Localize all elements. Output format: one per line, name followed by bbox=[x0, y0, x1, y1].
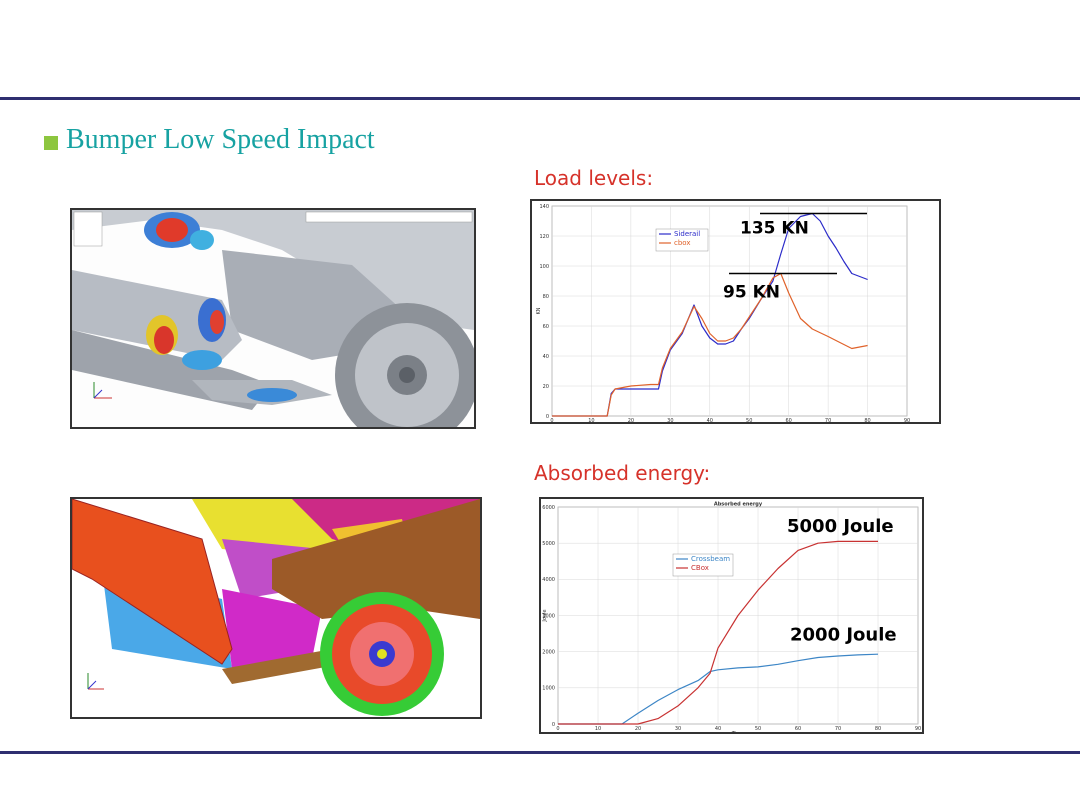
x-tick-label: 90 bbox=[904, 418, 910, 422]
y-tick-label: 1000 bbox=[542, 686, 555, 692]
y-tick-label: 140 bbox=[539, 204, 549, 210]
y-tick-label: 6000 bbox=[542, 505, 555, 511]
footer-rule bbox=[0, 751, 1080, 754]
x-tick-label: 60 bbox=[785, 418, 791, 422]
x-tick-label: 60 bbox=[795, 726, 801, 732]
y-axis-label: KN bbox=[536, 307, 542, 314]
series-line-cbox bbox=[552, 272, 868, 417]
load-levels-chart: 0204060801001201400102030405060708090Tim… bbox=[530, 199, 941, 424]
y-tick-label: 100 bbox=[539, 264, 549, 270]
x-tick-label: 40 bbox=[707, 418, 713, 422]
x-tick-label: 70 bbox=[825, 418, 831, 422]
legend-entry-crossbeam: Crossbeam bbox=[691, 555, 730, 563]
x-tick-label: 70 bbox=[835, 726, 841, 732]
x-tick-label: 40 bbox=[715, 726, 721, 732]
slide-title: Bumper Low Speed Impact bbox=[66, 124, 375, 155]
y-tick-label: 5000 bbox=[542, 541, 555, 547]
legend-entry-cbox: CBox bbox=[691, 564, 709, 572]
absorbed-energy-chart: Absorbed energy 0 1000 2000 3000 4000 5000 6000… bbox=[539, 497, 924, 734]
y-tick-label: 20 bbox=[543, 384, 549, 390]
y-tick-label: 60 bbox=[543, 324, 549, 330]
y-tick-label: 2000 bbox=[542, 649, 555, 655]
bumper-stress-contour-image bbox=[70, 208, 476, 429]
header-rule bbox=[0, 97, 1080, 100]
y-axis-label: Joule bbox=[542, 609, 548, 622]
x-tick-label: 20 bbox=[635, 726, 641, 732]
title-bullet-icon bbox=[44, 136, 58, 150]
y-tick-label: 4000 bbox=[542, 577, 555, 583]
x-tick-label: 10 bbox=[595, 726, 601, 732]
load-levels-heading: Load levels: bbox=[534, 166, 654, 190]
x-tick-label: 30 bbox=[667, 418, 673, 422]
x-axis-label: Time bbox=[731, 731, 744, 732]
y-tick-label: 0 bbox=[552, 722, 555, 728]
bumper-energy-parts-image bbox=[70, 497, 482, 719]
annotation-label: 5000 Joule bbox=[787, 516, 894, 537]
plot-area bbox=[551, 205, 908, 417]
x-tick-label: 0 bbox=[550, 418, 553, 422]
x-tick-label: 80 bbox=[864, 418, 870, 422]
x-tick-label: 30 bbox=[675, 726, 681, 732]
x-tick-label: 50 bbox=[755, 726, 761, 732]
y-tick-label: 80 bbox=[543, 294, 549, 300]
absorbed-energy-plot: Absorbed energy 0 1000 2000 3000 4000 5000 6000… bbox=[542, 502, 921, 733]
absorbed-energy-heading: Absorbed energy: bbox=[534, 461, 711, 485]
series-line-cbox bbox=[558, 540, 878, 725]
x-tick-label: 10 bbox=[588, 418, 594, 422]
load-levels-plot: 0204060801001201400102030405060708090Tim… bbox=[536, 204, 910, 422]
y-tick-label: 120 bbox=[539, 234, 549, 240]
y-tick-label: 3000 bbox=[542, 613, 555, 619]
legend-entry-siderail: Siderail bbox=[674, 230, 700, 238]
series-line-crossbeam bbox=[558, 653, 879, 725]
y-tick-label: 40 bbox=[543, 354, 549, 360]
chart-title: Absorbed energy bbox=[714, 502, 763, 508]
annotation-label: 2000 Joule bbox=[790, 625, 897, 646]
car-front-crash-part-colors-icon bbox=[72, 499, 480, 717]
x-tick-label: 0 bbox=[556, 726, 559, 732]
x-tick-label: 80 bbox=[875, 726, 881, 732]
annotation-label: 95 KN bbox=[723, 283, 780, 303]
legend-entry-cbox: cbox bbox=[674, 239, 691, 247]
car-front-crash-fringe-plot-icon bbox=[72, 210, 474, 427]
y-tick-label: 0 bbox=[546, 414, 549, 420]
x-tick-label: 90 bbox=[915, 726, 921, 732]
series-line-siderail bbox=[552, 212, 868, 417]
annotation-label: 135 KN bbox=[740, 219, 809, 239]
x-tick-label: 20 bbox=[628, 418, 634, 422]
x-tick-label: 50 bbox=[746, 418, 752, 422]
